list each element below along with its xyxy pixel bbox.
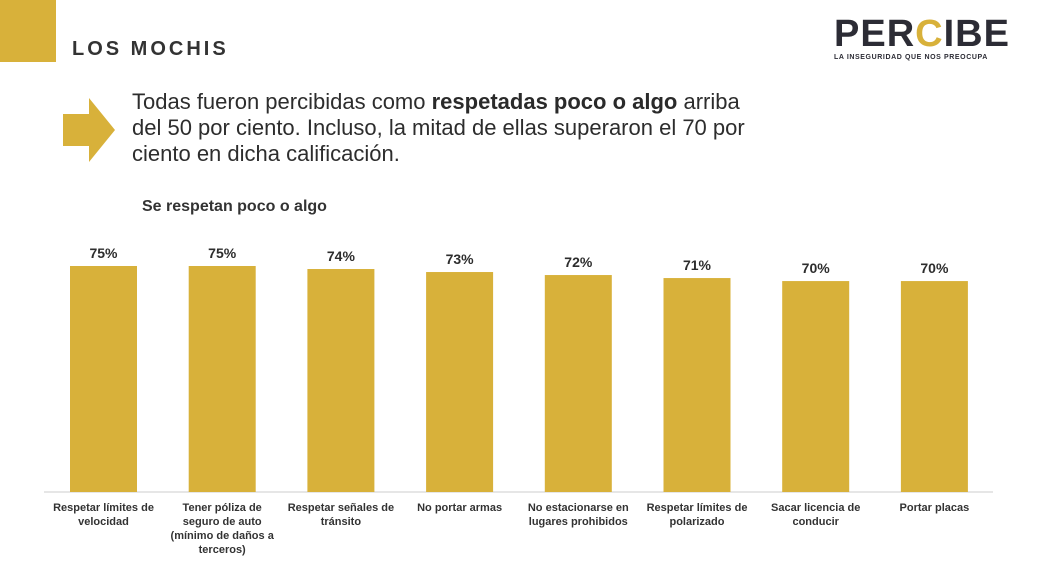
- logo-tagline: LA INSEGURIDAD QUE NOS PREOCUPA: [834, 54, 988, 61]
- bar-value-label-5: 72%: [564, 254, 593, 270]
- bar-value-label-3: 74%: [327, 248, 356, 264]
- bar-value-label-4: 73%: [446, 251, 475, 267]
- category-label-2: Tener póliza de seguro de auto (mínimo d…: [170, 502, 274, 556]
- category-label-1: Respetar límites de velocidad: [53, 502, 154, 528]
- intro-statement: Todas fueron percibidas como respetadas …: [132, 89, 752, 167]
- logo-word-c: C: [915, 13, 944, 55]
- bar-6: [663, 278, 731, 492]
- category-label-4: No portar armas: [417, 502, 503, 514]
- category-label-3: Respetar señales de tránsito: [287, 502, 395, 528]
- logo-wordmark: PERCIBE: [834, 13, 1009, 55]
- bar-value-label-8: 70%: [920, 260, 949, 276]
- bar-5: [544, 275, 612, 492]
- chart-title: Se respetan poco o algo: [142, 198, 327, 215]
- category-label-7: Sacar licencia de conducir: [771, 502, 861, 528]
- bar-3: [307, 269, 375, 492]
- logo-word-part2: IBE: [943, 13, 1010, 55]
- bar-value-label-2: 75%: [208, 245, 237, 261]
- category-label-5: No estacionarse en lugares prohibidos: [527, 502, 629, 528]
- bar-4: [426, 272, 494, 492]
- bar-2: [188, 266, 256, 492]
- section-title: LOS MOCHIS: [72, 38, 229, 60]
- arrow-right-icon: [63, 98, 115, 162]
- category-label-8: Portar placas: [899, 502, 970, 514]
- bar-value-label-7: 70%: [802, 260, 831, 276]
- bar-value-label-6: 71%: [683, 257, 712, 273]
- intro-text-before: Todas fueron percibidas como: [132, 89, 432, 114]
- corner-accent-block: [0, 0, 56, 62]
- category-label-6: Respetar límites de polarizado: [646, 502, 748, 528]
- logo-word-part1: PER: [834, 13, 916, 55]
- intro-text-bold: respetadas poco o algo: [431, 89, 678, 114]
- percibe-logo: PERCIBE LA INSEGURIDAD QUE NOS PREOCUPA: [834, 13, 1009, 61]
- bar-8: [900, 281, 968, 492]
- intro-text-after: arriba del 50 por ciento. Incluso, la mi…: [132, 89, 745, 166]
- bar-value-label-1: 75%: [89, 245, 118, 261]
- bar-1: [70, 266, 137, 492]
- bar-7: [782, 281, 850, 492]
